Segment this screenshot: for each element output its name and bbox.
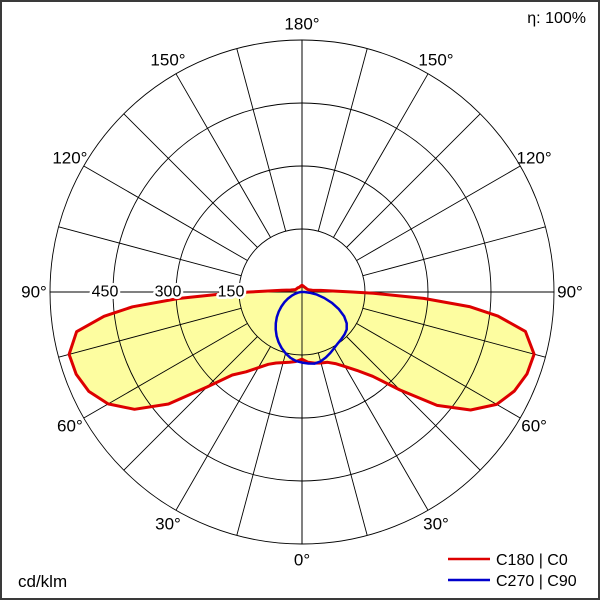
grid-spoke — [356, 165, 521, 261]
grid-spoke — [317, 48, 368, 232]
grid-spoke — [58, 226, 242, 277]
intensity-curve-c180-c0 — [67, 283, 536, 412]
angle-label: 150° — [418, 50, 453, 69]
intensity-curve-c270-c90 — [274, 290, 348, 365]
legend: C180 | C0 C270 | C90 — [448, 552, 577, 590]
grid-spoke — [236, 352, 287, 536]
legend-label-c270-c90: C270 | C90 — [496, 573, 577, 590]
grid-spoke — [356, 323, 521, 419]
grid-spoke — [83, 323, 248, 419]
angle-label: 60° — [521, 417, 547, 436]
radial-tick-label: 300 — [155, 284, 182, 301]
angle-label: 90° — [21, 283, 47, 302]
angle-label: 120° — [52, 149, 87, 168]
grid-spoke — [317, 352, 368, 536]
angle-label: 60° — [57, 417, 83, 436]
grid-spoke — [346, 336, 481, 471]
polar-grid-layer — [49, 39, 555, 545]
grid-spoke — [333, 346, 429, 511]
grid-spoke — [175, 73, 271, 238]
grid-spoke — [123, 336, 258, 471]
grid-spoke — [123, 113, 258, 248]
angle-label: 120° — [517, 149, 552, 168]
grid-spoke — [236, 48, 287, 232]
grid-spoke — [362, 226, 546, 277]
angle-label: 30° — [423, 515, 449, 534]
legend-label-c180-c0: C180 | C0 — [496, 552, 568, 569]
axis-label-layer: 180° 150° 150° 120° 120° 90° 90° 60° 60° 30° 30° 0°… — [21, 15, 583, 570]
grid-spoke — [58, 307, 242, 358]
grid-spoke — [175, 346, 271, 511]
grid-spoke — [333, 73, 429, 238]
grid-spoke — [83, 165, 248, 261]
angle-label: 150° — [150, 50, 185, 69]
intensity-curve-layer — [67, 283, 536, 412]
grid-spoke — [346, 113, 481, 248]
unit-label: cd/klm — [18, 572, 67, 591]
radial-tick-label: 150 — [218, 284, 245, 301]
angle-label: 90° — [557, 283, 583, 302]
angle-label: 30° — [155, 515, 181, 534]
angle-label: 0° — [294, 551, 310, 570]
efficiency-label: η: 100% — [527, 10, 586, 27]
grid-spoke — [362, 307, 546, 358]
radial-tick-label: 450 — [92, 284, 119, 301]
angle-label: 180° — [284, 15, 319, 34]
